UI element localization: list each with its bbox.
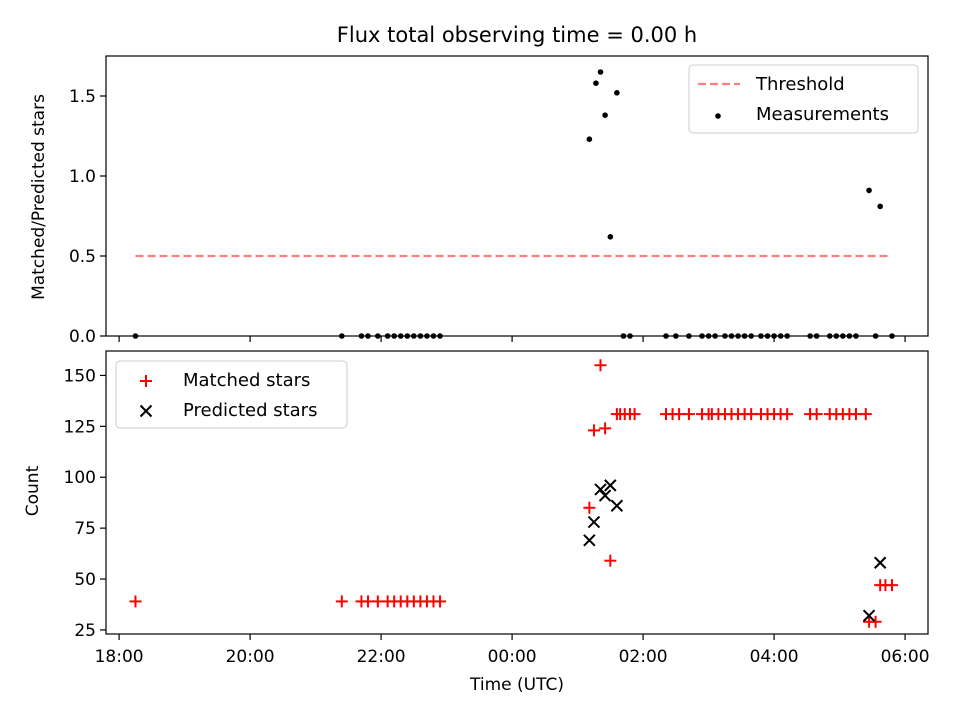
bottom-x-axis-label: Time (UTC) (469, 675, 564, 695)
top-chart-title: Flux total observing time = 0.00 h (337, 23, 697, 47)
xtick-label: 02:00 (619, 647, 668, 667)
predicted-legend-label: Predicted stars (183, 400, 317, 421)
xtick-label: 20:00 (226, 647, 275, 667)
measurements-legend-label: Measurements (756, 104, 889, 125)
measurement-point (866, 187, 872, 194)
matched-star-point (628, 408, 641, 421)
bottom-ytick-label: 75 (74, 519, 96, 539)
predicted-legend-swatch (139, 404, 153, 418)
measurement-point (586, 136, 593, 142)
xtick-label: 00:00 (488, 647, 537, 667)
matched-star-point (781, 408, 794, 421)
matched-star-point (583, 501, 596, 514)
top-legend-box (688, 64, 919, 134)
predicted-star-point (610, 499, 624, 512)
threshold-legend-label: Threshold (755, 74, 845, 95)
predicted-star-point (873, 556, 887, 569)
top-axes-frame (105, 55, 929, 337)
x-ticks: 18:00 20:00 22:00 00:00 02:00 04:00 06:00 (95, 634, 930, 667)
predicted-star-point (594, 483, 607, 496)
bottom-ytick-label: 150 (64, 366, 96, 386)
predicted-star-point (862, 609, 876, 622)
matched-star-point (869, 615, 882, 628)
predicted-star-point (587, 515, 601, 529)
matched-star-point (810, 408, 823, 421)
matched-star-point (599, 422, 612, 435)
bottom-legend-box (115, 360, 348, 429)
bottom-ytick-label: 125 (64, 417, 96, 437)
bottom-legend[interactable]: Matched stars Predicted stars (115, 360, 348, 429)
xtick-label: 06:00 (881, 647, 930, 667)
predicted-star-point (604, 479, 617, 492)
bottom-ytick-label: 50 (74, 570, 96, 590)
bottom-axes-frame (105, 350, 929, 635)
xtick-label: 04:00 (750, 647, 799, 667)
measurement-point (614, 90, 620, 96)
top-ytick-label: 1.0 (69, 167, 96, 187)
matched-star-point (594, 359, 607, 372)
xtick-label: 22:00 (357, 647, 406, 667)
measurement-point (877, 203, 883, 210)
matched-star-point (129, 595, 142, 608)
bottom-ytick-label: 25 (74, 621, 96, 641)
measurement-point (602, 112, 608, 118)
bottom-ytick-label: 100 (64, 468, 96, 488)
measurement-point (597, 69, 604, 75)
measurements-legend-swatch (715, 113, 721, 119)
matched-star-point (604, 554, 617, 567)
top-ytick-label: 1.5 (69, 87, 96, 107)
top-y-axis-label: Matched/Predicted stars (29, 94, 49, 300)
top-y-ticks: 0.0 0.5 1.0 1.5 (69, 87, 906, 347)
matched-star-point (335, 595, 348, 608)
measurement-point (593, 80, 599, 86)
predicted-star-point (583, 534, 596, 547)
matched-legend-swatch (140, 375, 152, 387)
top-legend[interactable]: Threshold Measurements (688, 64, 919, 134)
bottom-plot-area (129, 359, 898, 628)
measurement-point (607, 234, 614, 240)
matched-legend-label: Matched stars (183, 370, 310, 391)
matched-star-point (885, 579, 898, 592)
matched-star-point (682, 408, 695, 421)
matched-star-point (859, 408, 872, 421)
top-ytick-label: 0.5 (69, 247, 96, 267)
xtick-label: 18:00 (95, 647, 144, 667)
predicted-star-point (598, 489, 612, 502)
bottom-y-axis-label: Count (23, 465, 43, 516)
bottom-y-ticks: 25 50 75 100 125 150 (64, 366, 106, 641)
matched-star-point (434, 595, 447, 608)
matched-star-point (587, 424, 600, 437)
top-ytick-label: 0.0 (69, 327, 96, 347)
